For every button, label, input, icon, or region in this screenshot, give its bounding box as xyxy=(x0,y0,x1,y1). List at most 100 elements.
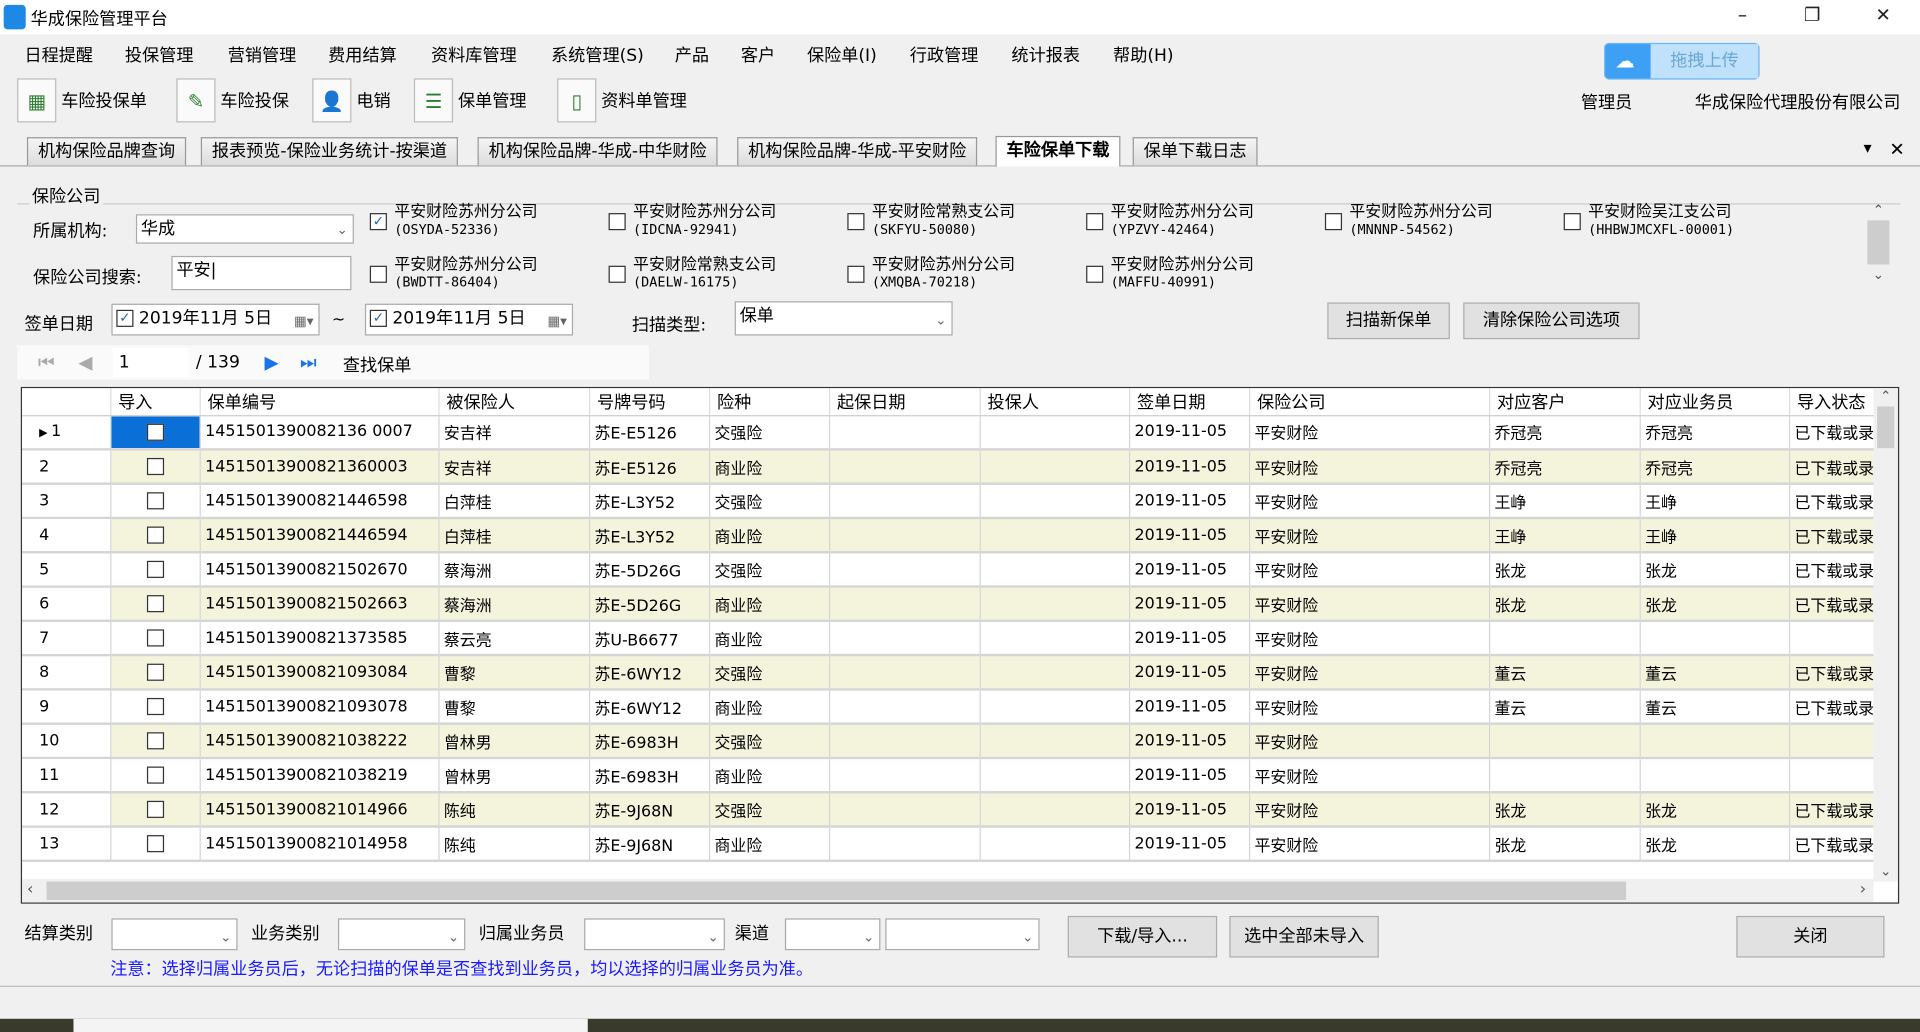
column-header[interactable]: 对应客户 xyxy=(1488,388,1641,416)
tab[interactable]: 车险保单下载 xyxy=(995,135,1121,167)
column-header[interactable]: 起保日期 xyxy=(828,388,981,416)
import-checkbox[interactable] xyxy=(146,766,164,784)
row-header[interactable]: 7 xyxy=(22,620,111,657)
date-to-picker[interactable]: ✓ 2019年11月 5日 ▦▾ xyxy=(364,303,574,336)
close-tab-button[interactable]: ✕ xyxy=(1889,138,1905,161)
company-checkbox[interactable] xyxy=(608,213,626,231)
import-cell[interactable] xyxy=(110,483,201,520)
scroll-thumb[interactable] xyxy=(46,881,1627,901)
select-all-unimported-button[interactable]: 选中全部未导入 xyxy=(1229,915,1379,958)
scroll-up-icon[interactable]: ⌃ xyxy=(1872,202,1885,218)
page-input[interactable]: 1 xyxy=(112,347,189,378)
tab[interactable]: 报表预览-保险业务统计-按渠道 xyxy=(200,137,459,166)
tab[interactable]: 机构保险品牌查询 xyxy=(26,137,187,166)
clear-company-button[interactable]: 清除保险公司选项 xyxy=(1463,302,1640,340)
sub-channel-select[interactable]: ⌄ xyxy=(885,918,1040,951)
table-row[interactable]: 8 14515013900821093084 曹黎 苏E-6WY12 交强险 2019-1… xyxy=(22,655,1888,691)
find-policy-button[interactable]: 查找保单 xyxy=(342,356,412,376)
menu-item[interactable]: 系统管理(S) xyxy=(551,46,644,67)
company-checkbox[interactable] xyxy=(608,265,626,283)
menu-item[interactable]: 投保管理 xyxy=(124,46,194,67)
company-checkbox[interactable] xyxy=(1563,213,1581,231)
scroll-down-icon[interactable]: ⌄ xyxy=(1872,266,1885,283)
company-checkbox-item[interactable]: 平安财险苏州分公司 (BWDTT-86404) xyxy=(369,257,538,291)
column-header[interactable]: 投保人 xyxy=(979,388,1130,416)
menu-item[interactable]: 营销管理 xyxy=(227,46,297,67)
import-checkbox[interactable] xyxy=(146,423,164,441)
table-row[interactable]: 10 14515013900821038222 曾林男 苏E-6983H 交强险 2019… xyxy=(22,723,1888,760)
minimize-button[interactable]: – xyxy=(1737,3,1748,26)
menu-item[interactable]: 客户 xyxy=(740,46,776,67)
calendar-icon[interactable]: ▦▾ xyxy=(547,313,567,330)
company-checkbox-item[interactable]: 平安财险苏州分公司 (YPZVY-42464) xyxy=(1086,204,1254,238)
menu-item[interactable]: 资料库管理 xyxy=(431,46,517,67)
menu-item[interactable]: 产品 xyxy=(674,46,709,67)
drag-upload-button[interactable]: ☁ 拖拽上传 xyxy=(1604,42,1760,80)
row-header[interactable]: 2 xyxy=(22,449,111,485)
table-row[interactable]: 11 14515013900821038219 曾林男 苏E-6983H 商业险 2019… xyxy=(22,757,1888,794)
menu-item[interactable]: 行政管理 xyxy=(909,46,979,67)
scan-new-button[interactable]: 扫描新保单 xyxy=(1327,302,1450,340)
company-checkbox-item[interactable]: ✓ 平安财险苏州分公司 (OSYDA-52336) xyxy=(369,204,538,238)
company-search-input[interactable]: 平安| xyxy=(171,255,352,291)
import-checkbox[interactable] xyxy=(146,457,164,476)
grid-vertical-scrollbar[interactable]: ⌃ ⌄ xyxy=(1873,388,1898,882)
import-cell[interactable] xyxy=(110,655,201,691)
table-row[interactable]: 9 14515013900821093078 曹黎 苏E-6WY12 商业险 2019-1… xyxy=(22,689,1888,725)
company-checkbox[interactable] xyxy=(847,265,865,283)
channel-select[interactable]: ⌄ xyxy=(784,918,881,951)
table-row[interactable]: 3 14515013900821446598 白萍桂 苏E-L3Y52 交强险 2019-… xyxy=(22,483,1888,520)
import-checkbox[interactable] xyxy=(146,560,164,578)
row-header[interactable]: 9 xyxy=(22,689,111,725)
row-header[interactable]: ▶ 1 xyxy=(22,415,111,451)
row-header[interactable]: 4 xyxy=(22,517,111,554)
close-window-button[interactable]: ✕ xyxy=(1875,3,1891,26)
restore-button[interactable]: ❐ xyxy=(1803,3,1821,26)
import-cell[interactable] xyxy=(110,792,201,828)
row-header[interactable]: 5 xyxy=(22,552,111,588)
import-cell[interactable] xyxy=(110,826,201,863)
settle-type-select[interactable]: ⌄ xyxy=(111,918,238,951)
tab[interactable]: 机构保险品牌-华成-中华财险 xyxy=(477,137,718,166)
row-header[interactable]: 3 xyxy=(22,483,111,520)
grid-horizontal-scrollbar[interactable]: ‹ › xyxy=(22,879,1874,903)
company-checkbox-item[interactable]: 平安财险苏州分公司 (MAFFU-40991) xyxy=(1086,257,1254,291)
table-row[interactable]: 2 14515013900821360003 安吉祥 苏E-E5126 商业险 2019-… xyxy=(22,449,1888,485)
biz-type-select[interactable]: ⌄ xyxy=(337,918,466,951)
table-row[interactable]: 13 14515013900821014958 陈纯 苏E-9J68N 商业险 2019-… xyxy=(22,826,1888,863)
column-header[interactable] xyxy=(22,388,111,416)
company-list-scrollbar[interactable]: ⌃ ⌄ xyxy=(1867,202,1890,295)
prev-page-icon[interactable]: ◀ xyxy=(78,351,93,374)
scroll-left-icon[interactable]: ‹ xyxy=(26,880,34,899)
download-import-button[interactable]: 下载/导入... xyxy=(1067,915,1218,958)
tab-list-dropdown[interactable]: ▾ xyxy=(1863,139,1872,158)
toolbar-button[interactable]: ✎ 车险投保 xyxy=(176,78,289,123)
table-row[interactable]: 7 14515013900821373585 蔡云亮 苏U-B6677 商业险 2019-… xyxy=(22,620,1888,657)
import-checkbox[interactable] xyxy=(146,697,164,716)
row-header[interactable]: 12 xyxy=(22,792,111,828)
menu-item[interactable]: 费用结算 xyxy=(328,46,397,67)
company-checkbox[interactable] xyxy=(1324,213,1343,231)
company-checkbox-item[interactable]: 平安财险常熟支公司 (DAELW-16175) xyxy=(608,257,776,291)
company-checkbox-item[interactable]: 平安财险苏州分公司 (IDCNA-92941) xyxy=(608,204,776,238)
toolbar-button[interactable]: ☰ 保单管理 xyxy=(413,78,527,123)
import-cell[interactable] xyxy=(110,415,201,451)
column-header[interactable]: 保单编号 xyxy=(199,388,439,416)
salesman-select[interactable]: ⌄ xyxy=(584,918,725,951)
row-header[interactable]: 8 xyxy=(22,655,111,691)
import-cell[interactable] xyxy=(110,586,201,623)
date-from-picker[interactable]: ✓ 2019年11月 5日 ▦▾ xyxy=(111,303,320,336)
date-from-checkbox[interactable]: ✓ xyxy=(116,309,134,327)
scroll-up-icon[interactable]: ⌃ xyxy=(1880,388,1892,405)
company-checkbox[interactable]: ✓ xyxy=(369,213,387,231)
column-header[interactable]: 签单日期 xyxy=(1128,388,1250,416)
column-header[interactable]: 险种 xyxy=(708,388,830,416)
import-cell[interactable] xyxy=(110,620,201,657)
column-header[interactable]: 号牌号码 xyxy=(588,388,710,416)
scroll-right-icon[interactable]: › xyxy=(1859,880,1867,899)
company-checkbox[interactable] xyxy=(847,213,865,231)
import-checkbox[interactable] xyxy=(146,629,164,647)
import-cell[interactable] xyxy=(110,517,201,554)
row-header[interactable]: 6 xyxy=(22,586,111,623)
row-header[interactable]: 11 xyxy=(22,757,111,794)
